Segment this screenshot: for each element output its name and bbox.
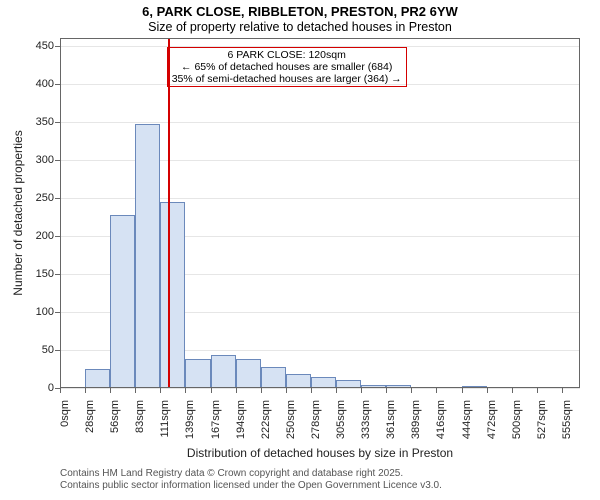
ytick-mark <box>55 84 60 85</box>
gridline <box>60 388 580 389</box>
xtick-mark <box>261 388 262 393</box>
ytick-mark <box>55 312 60 313</box>
xtick-mark <box>236 388 237 393</box>
xtick-label: 56sqm <box>109 400 121 460</box>
xtick-mark <box>185 388 186 393</box>
y-axis-label: Number of detached properties <box>11 130 25 295</box>
xtick-mark <box>487 388 488 393</box>
ytick-label: 250 <box>36 192 54 204</box>
xtick-label: 500sqm <box>511 400 523 460</box>
chart-title-line1: 6, PARK CLOSE, RIBBLETON, PRESTON, PR2 6… <box>0 4 600 20</box>
ytick-mark <box>55 236 60 237</box>
xtick-label: 527sqm <box>536 400 548 460</box>
ytick-mark <box>55 160 60 161</box>
xtick-mark <box>386 388 387 393</box>
plot-border <box>60 38 580 388</box>
xtick-mark <box>160 388 161 393</box>
footer-line1: Contains HM Land Registry data © Crown c… <box>60 468 442 480</box>
xtick-mark <box>562 388 563 393</box>
xtick-label: 0sqm <box>59 400 71 460</box>
xtick-mark <box>512 388 513 393</box>
ytick-mark <box>55 198 60 199</box>
xtick-mark <box>336 388 337 393</box>
ytick-label: 300 <box>36 154 54 166</box>
ytick-mark <box>55 350 60 351</box>
xtick-mark <box>135 388 136 393</box>
xtick-label: 28sqm <box>84 400 96 460</box>
footer-attribution: Contains HM Land Registry data © Crown c… <box>60 468 442 491</box>
xtick-label: 111sqm <box>159 400 171 460</box>
xtick-mark <box>286 388 287 393</box>
footer-line2: Contains public sector information licen… <box>60 480 442 492</box>
chart-title-block: 6, PARK CLOSE, RIBBLETON, PRESTON, PR2 6… <box>0 4 600 35</box>
xtick-mark <box>211 388 212 393</box>
xtick-mark <box>411 388 412 393</box>
xtick-mark <box>85 388 86 393</box>
plot-area: 6 PARK CLOSE: 120sqm← 65% of detached ho… <box>60 38 580 388</box>
xtick-mark <box>60 388 61 393</box>
xtick-label: 472sqm <box>486 400 498 460</box>
ytick-label: 350 <box>36 116 54 128</box>
xtick-label: 444sqm <box>461 400 473 460</box>
xtick-mark <box>361 388 362 393</box>
ytick-label: 450 <box>36 40 54 52</box>
chart-root: 6, PARK CLOSE, RIBBLETON, PRESTON, PR2 6… <box>0 0 600 500</box>
chart-title-line2: Size of property relative to detached ho… <box>0 20 600 35</box>
xtick-mark <box>462 388 463 393</box>
ytick-mark <box>55 274 60 275</box>
ytick-mark <box>55 46 60 47</box>
ytick-label: 100 <box>36 306 54 318</box>
ytick-label: 0 <box>48 382 54 394</box>
ytick-label: 400 <box>36 78 54 90</box>
ytick-label: 50 <box>42 344 54 356</box>
ytick-label: 150 <box>36 268 54 280</box>
ytick-label: 200 <box>36 230 54 242</box>
xtick-mark <box>436 388 437 393</box>
xtick-label: 555sqm <box>561 400 573 460</box>
xtick-mark <box>537 388 538 393</box>
xtick-label: 83sqm <box>134 400 146 460</box>
ytick-mark <box>55 122 60 123</box>
x-axis-label: Distribution of detached houses by size … <box>187 446 453 460</box>
xtick-mark <box>311 388 312 393</box>
xtick-mark <box>110 388 111 393</box>
